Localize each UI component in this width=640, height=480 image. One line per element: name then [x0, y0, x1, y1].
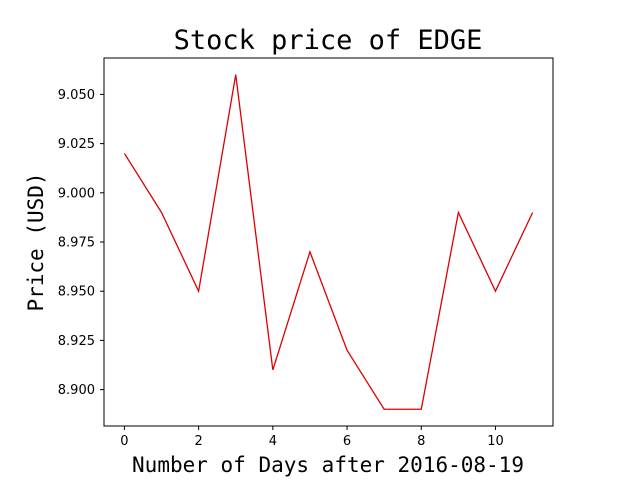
x-axis-label: Number of Days after 2016-08-19 [132, 453, 524, 477]
y-axis: 8.900 8.925 8.950 8.975 9.000 9.025 9.050 [58, 88, 104, 398]
plot-area-frame [103, 57, 554, 427]
y-axis-label: Price (USD) [24, 172, 48, 311]
y-tick-label: 8.975 [58, 236, 95, 251]
chart-title: Stock price of EDGE [174, 25, 483, 56]
x-tick-label: 4 [269, 434, 277, 449]
price-series-line [123, 74, 534, 410]
y-tick-label: 9.025 [58, 137, 95, 152]
series-group [123, 74, 534, 410]
x-tick-label: 10 [487, 434, 504, 449]
x-tick-label: 0 [120, 434, 128, 449]
y-tick-label: 8.900 [58, 383, 95, 398]
y-tick-label: 8.950 [58, 285, 95, 300]
y-tick-label: 9.000 [58, 186, 95, 201]
y-tick-label: 9.050 [58, 88, 95, 103]
x-tick-label: 8 [417, 434, 425, 449]
x-tick-label: 6 [343, 434, 351, 449]
x-axis: 0 2 4 6 8 10 [120, 426, 504, 449]
y-tick-label: 8.925 [58, 334, 95, 349]
x-tick-label: 2 [194, 434, 202, 449]
